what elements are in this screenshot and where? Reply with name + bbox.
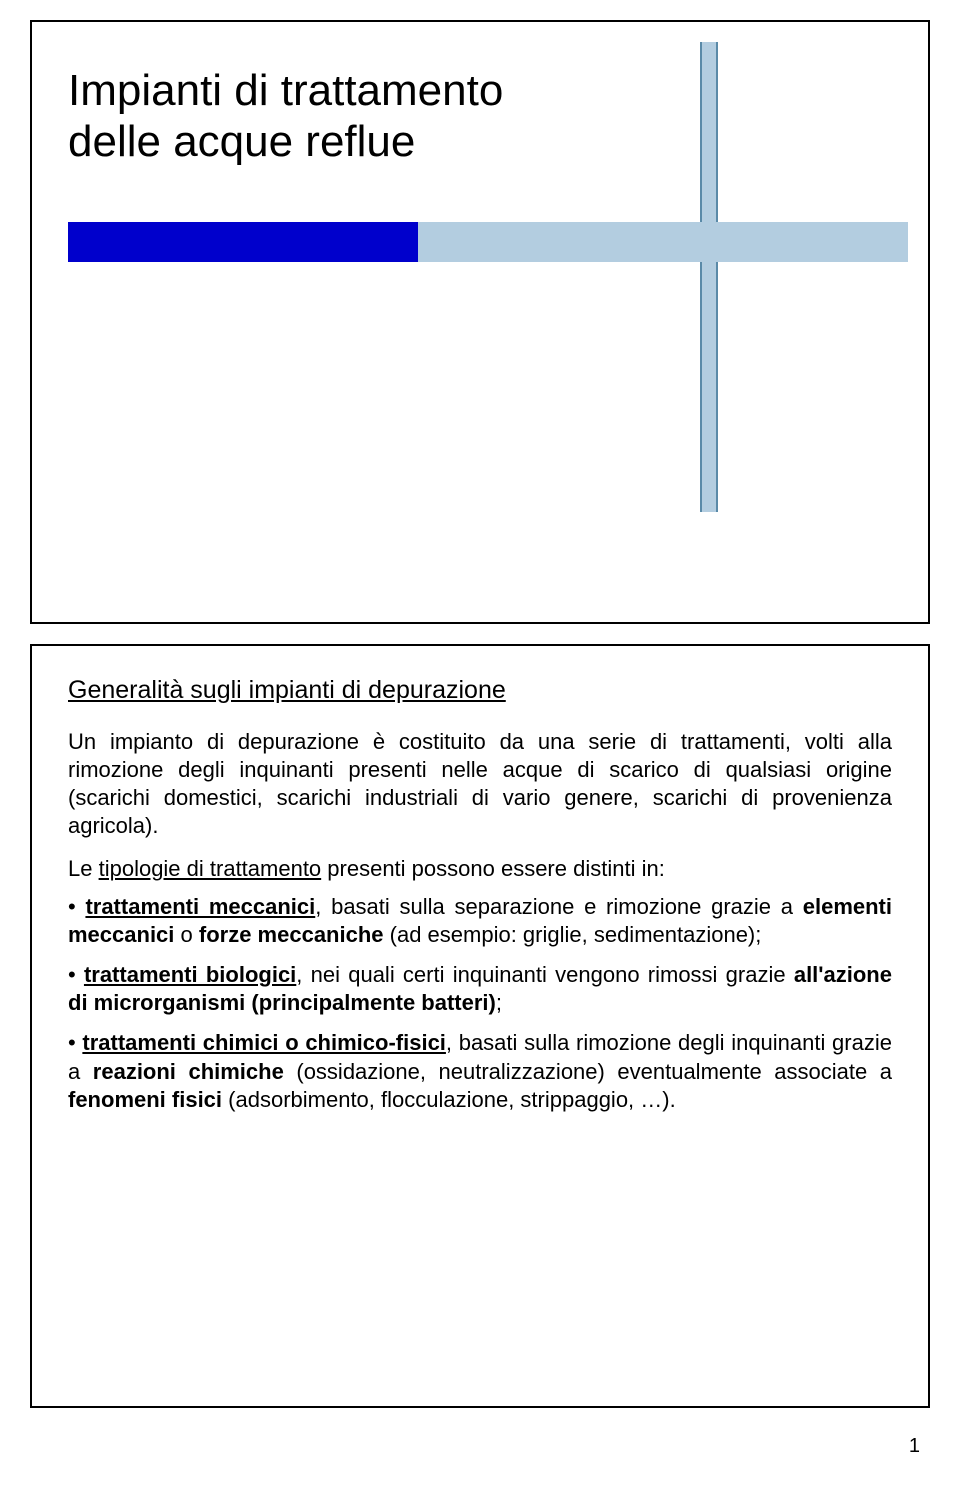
- bullet2-mid: , nei quali certi inquinanti vengono rim…: [296, 962, 794, 987]
- decorative-bars: [68, 222, 908, 262]
- slide-content: Generalità sugli impianti di depurazione…: [30, 644, 930, 1408]
- title-block: Impianti di trattamento delle acque refl…: [68, 66, 668, 167]
- bullet3-tail: (adsorbimento, flocculazione, strippaggi…: [222, 1087, 676, 1112]
- paragraph-lead: Le tipologie di trattamento presenti pos…: [68, 855, 892, 883]
- bullet2-tail: ;: [496, 990, 502, 1015]
- lead-pre: Le: [68, 856, 99, 881]
- title-line-2: delle acque reflue: [68, 117, 668, 168]
- lead-underline: tipologie di trattamento: [99, 856, 322, 881]
- bullet3-b1: reazioni chimiche: [93, 1059, 284, 1084]
- bullet3-head: trattamenti chimici o chimico-fisici: [82, 1030, 446, 1055]
- title-line-1: Impianti di trattamento: [68, 66, 668, 117]
- page: Impianti di trattamento delle acque refl…: [0, 20, 960, 1468]
- bullet-dot: •: [68, 894, 85, 919]
- slide-title: Impianti di trattamento delle acque refl…: [30, 20, 930, 624]
- bullet-meccanici: • trattamenti meccanici, basati sulla se…: [68, 893, 892, 949]
- bullet-dot: •: [68, 962, 84, 987]
- bullet1-head: trattamenti meccanici: [85, 894, 315, 919]
- lead-tail: presenti possono essere distinti in:: [321, 856, 665, 881]
- bullet1-tail: (ad esempio: griglie, sedimentazione);: [384, 922, 762, 947]
- subtitle: Generalità sugli impianti di depurazione: [68, 674, 892, 706]
- bullet3-mid2: (ossidazione, neutralizzazione) eventual…: [284, 1059, 892, 1084]
- bullet-chimici: • trattamenti chimici o chimico-fisici, …: [68, 1029, 892, 1113]
- bar-light: [418, 222, 908, 262]
- paragraph-intro: Un impianto di depurazione è costituito …: [68, 728, 892, 841]
- bullet1-b2: forze meccaniche: [199, 922, 384, 947]
- bullet-dot: •: [68, 1030, 82, 1055]
- bullet1-mid2: o: [174, 922, 198, 947]
- content-block: Generalità sugli impianti di depurazione…: [32, 646, 928, 1154]
- bullet-biologici: • trattamenti biologici, nei quali certi…: [68, 961, 892, 1017]
- bullet2-head: trattamenti biologici: [84, 962, 296, 987]
- bar-dark: [68, 222, 418, 262]
- bullet3-b2: fenomeni fisici: [68, 1087, 222, 1112]
- bullet1-mid: , basati sulla separazione e rimozione g…: [315, 894, 802, 919]
- page-number: 1: [909, 1435, 920, 1458]
- vertical-stripe: [700, 42, 718, 512]
